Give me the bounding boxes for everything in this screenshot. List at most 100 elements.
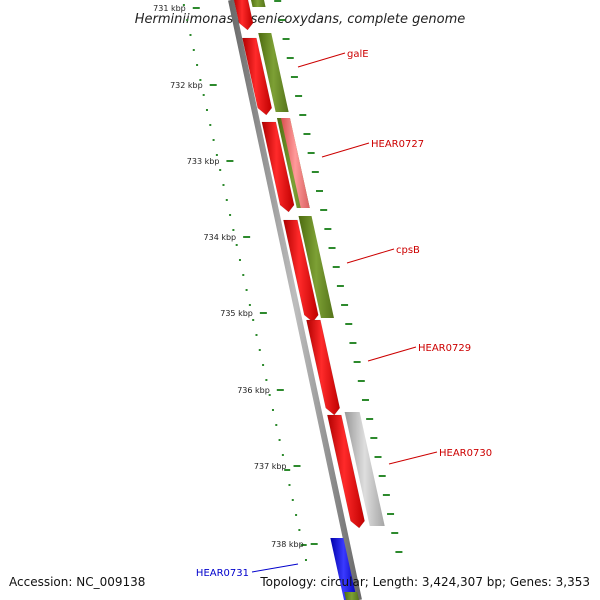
kbp-ruler-tick <box>222 184 225 186</box>
gene-label[interactable]: HEAR0727 <box>371 139 424 150</box>
kbp-ruler-tick <box>304 559 307 561</box>
kbp-ruler-tick <box>258 349 261 351</box>
gene-label[interactable]: galE <box>347 49 369 60</box>
kbp-label: 735 kbp <box>220 309 253 318</box>
gene-bar-bottom[interactable] <box>344 592 359 600</box>
cds-arrow-HEAR0727[interactable] <box>261 121 295 213</box>
outer-ruler-tick <box>353 361 361 363</box>
kbp-ruler-tick <box>192 49 195 51</box>
cds-arrow[interactable] <box>233 0 254 31</box>
kbp-label: 738 kbp <box>271 540 304 549</box>
kbp-ruler-tick <box>262 364 265 366</box>
kbp-ruler-tick <box>265 379 268 381</box>
outer-ruler-tick <box>361 399 369 401</box>
kbp-major-tick <box>209 84 217 86</box>
kbp-ruler-tick <box>255 334 258 336</box>
outer-ruler-tick <box>332 266 340 268</box>
outer-ruler-tick <box>349 342 357 344</box>
kbp-ruler-tick <box>235 244 238 246</box>
kbp-ruler-tick <box>182 4 185 6</box>
outer-ruler-tick <box>357 380 365 382</box>
cds-arrow-HEAR0729[interactable] <box>306 319 341 416</box>
gene-bar-HEAR0727-pink[interactable] <box>280 118 310 208</box>
kbp-major-tick <box>293 465 301 467</box>
topology-text: Topology: circular; Length: 3,424,307 bp… <box>260 575 590 589</box>
kbp-ruler-tick <box>186 19 189 21</box>
outer-ruler-tick <box>303 133 311 135</box>
outer-ruler-tick <box>290 76 298 78</box>
outer-ruler-tick <box>311 171 319 173</box>
outer-ruler-tick <box>278 19 286 21</box>
kbp-major-tick <box>310 543 318 545</box>
kbp-ruler-tick <box>271 409 274 411</box>
gene-label-leader <box>251 563 299 573</box>
outer-ruler-tick <box>299 114 307 116</box>
outer-ruler-tick <box>336 285 344 287</box>
kbp-ruler-tick <box>225 199 228 201</box>
cds-arrow-HEAR0731[interactable] <box>330 538 357 600</box>
kbp-major-tick <box>259 312 267 314</box>
outer-ruler-tick <box>341 304 349 306</box>
cds-arrow-HEAR0730[interactable] <box>326 414 365 529</box>
outer-ruler-tick <box>324 228 332 230</box>
gene-label[interactable]: cpsB <box>396 245 420 256</box>
kbp-ruler-tick <box>212 139 215 141</box>
kbp-ruler-tick <box>295 514 298 516</box>
kbp-label: 736 kbp <box>237 386 270 395</box>
outer-ruler-tick <box>382 494 390 496</box>
accession-text: Accession: NC_009138 <box>9 575 146 589</box>
kbp-label: 731 kbp <box>153 4 186 13</box>
kbp-label: 733 kbp <box>187 157 220 166</box>
gene-label-leader <box>346 248 395 264</box>
gene-label[interactable]: HEAR0730 <box>439 448 492 459</box>
kbp-major-tick <box>276 389 284 391</box>
kbp-ruler-tick <box>288 484 291 486</box>
outer-ruler-tick <box>307 152 315 154</box>
kbp-ruler-tick <box>238 259 241 261</box>
kbp-ruler-tick <box>281 454 284 456</box>
kbp-label: 732 kbp <box>170 81 203 90</box>
kbp-ruler-tick <box>284 469 291 471</box>
gene-bar-cpsB[interactable] <box>298 216 334 318</box>
kbp-ruler-tick <box>291 499 294 501</box>
gene-label-leader <box>297 52 346 68</box>
kbp-ruler-tick <box>232 229 235 231</box>
kbp-ruler-tick <box>219 169 222 171</box>
outer-ruler-tick <box>391 532 399 534</box>
kbp-major-tick <box>243 236 251 238</box>
gene-label-leader <box>367 346 417 362</box>
kbp-ruler-tick <box>199 79 202 81</box>
outer-ruler-tick <box>374 456 382 458</box>
kbp-label: 737 kbp <box>254 462 287 471</box>
cds-arrow-galE[interactable] <box>242 37 273 116</box>
kbp-label: 734 kbp <box>204 233 237 242</box>
genome-backbone <box>228 0 362 600</box>
outer-ruler-tick <box>366 418 374 420</box>
gene-label-leader <box>388 451 438 465</box>
outer-ruler-tick <box>345 323 353 325</box>
outer-ruler-tick <box>395 551 403 553</box>
outer-ruler-tick <box>328 247 336 249</box>
kbp-ruler-tick <box>209 124 212 126</box>
gene-label[interactable]: HEAR0731 <box>196 568 249 579</box>
kbp-ruler-tick <box>189 34 192 36</box>
kbp-ruler-tick <box>229 214 232 216</box>
outer-ruler-tick <box>295 95 303 97</box>
cds-arrow-cpsB[interactable] <box>283 219 319 323</box>
kbp-ruler-tick <box>298 529 301 531</box>
kbp-ruler-tick <box>275 424 278 426</box>
kbp-ruler-tick <box>205 109 208 111</box>
kbp-ruler-tick <box>268 394 271 396</box>
kbp-ruler-tick <box>300 544 307 546</box>
gene-label[interactable]: HEAR0729 <box>418 343 471 354</box>
outer-ruler-tick <box>370 437 378 439</box>
kbp-ruler-tick <box>215 154 218 156</box>
kbp-ruler-tick <box>245 289 248 291</box>
gene-bar[interactable] <box>250 0 266 7</box>
gene-bar-galE[interactable] <box>258 33 289 112</box>
outer-ruler-tick <box>378 475 386 477</box>
gene-bar-HEAR0730[interactable] <box>344 412 385 526</box>
outer-ruler-tick <box>387 513 395 515</box>
map-title: Herminiimonas arsenicoxydans, complete g… <box>135 12 465 27</box>
